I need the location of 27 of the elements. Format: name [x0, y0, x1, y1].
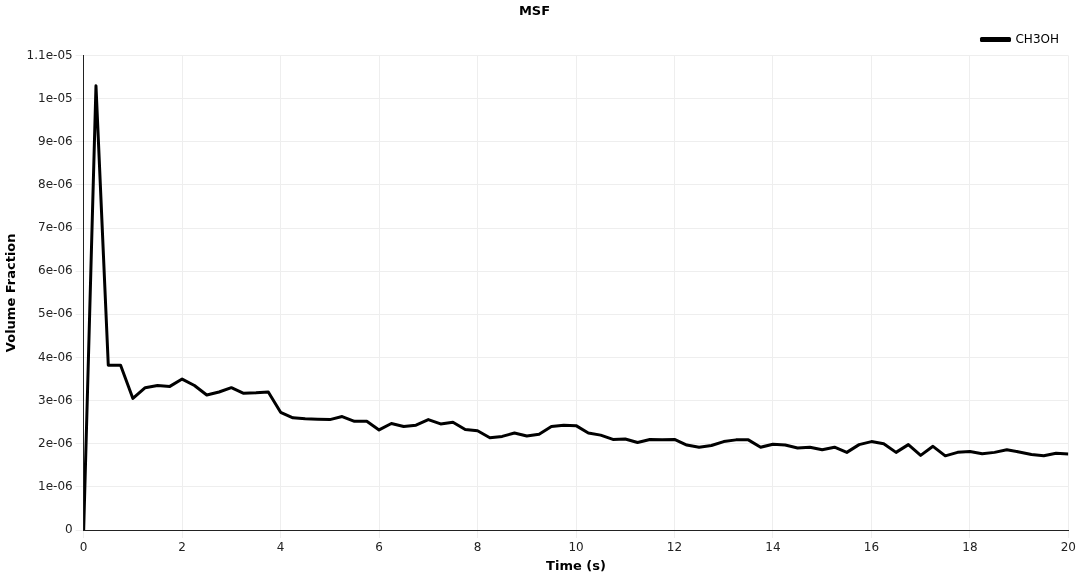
x-tick-label: 4: [276, 540, 285, 555]
y-tick-label: 1e-06: [38, 479, 73, 493]
y-axis-title: Volume Fraction: [3, 233, 19, 353]
x-tick-label: 16: [863, 540, 880, 555]
x-tick-label: 18: [962, 540, 978, 555]
x-tick-label: 12: [666, 540, 683, 555]
x-tick-label: 14: [765, 540, 781, 555]
x-tick-label: 2: [178, 540, 186, 555]
y-tick-label: 0: [65, 522, 73, 537]
y-tick-label: 6e-06: [38, 263, 73, 278]
y-tick-label: 3e-06: [38, 392, 73, 407]
x-tick-label: 10: [568, 540, 584, 555]
y-tick-label: 9e-06: [38, 133, 73, 148]
y-tick-label: 1.1e-05: [26, 47, 73, 62]
legend-label: CH3OH: [1015, 31, 1060, 46]
chart-title: MSF: [518, 3, 551, 19]
x-tick-label: 8: [473, 540, 482, 555]
y-tick-label: 1e-05: [38, 90, 73, 105]
x-tick-label: 0: [79, 540, 88, 555]
y-tick-label: 5e-06: [38, 306, 73, 321]
y-tick-label: 2e-06: [38, 435, 73, 450]
y-tick-label: 7e-06: [38, 220, 73, 235]
x-tick-label: 20: [1060, 540, 1077, 555]
x-axis-title: Time (s): [546, 557, 606, 573]
y-tick-label: 4e-06: [38, 349, 73, 364]
x-tick-label: 6: [375, 540, 383, 555]
y-tick-label: 8e-06: [38, 177, 73, 192]
